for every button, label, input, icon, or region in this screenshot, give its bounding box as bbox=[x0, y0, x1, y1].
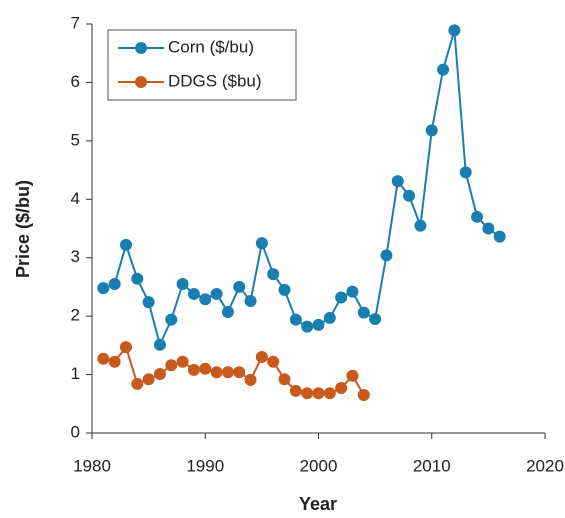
data-point bbox=[142, 296, 155, 309]
data-point bbox=[301, 320, 314, 333]
x-axis-title: Year bbox=[299, 494, 337, 514]
data-point bbox=[97, 282, 110, 295]
data-point bbox=[312, 318, 325, 331]
data-point bbox=[108, 355, 121, 368]
data-point bbox=[278, 373, 291, 386]
data-point bbox=[391, 175, 404, 188]
y-tick-label: 0 bbox=[71, 422, 80, 441]
legend-label: DDGS ($bu) bbox=[168, 71, 262, 90]
data-point bbox=[176, 278, 189, 291]
y-tick-label: 2 bbox=[71, 306, 80, 325]
data-point bbox=[437, 63, 450, 76]
y-axis-title: Price ($/bu) bbox=[13, 180, 33, 278]
data-point bbox=[187, 363, 200, 376]
data-point bbox=[380, 249, 393, 262]
data-point bbox=[119, 238, 132, 251]
data-point bbox=[244, 373, 257, 386]
data-point bbox=[335, 382, 348, 395]
data-point bbox=[187, 287, 200, 300]
data-point bbox=[255, 351, 268, 364]
data-point bbox=[323, 311, 336, 324]
data-point bbox=[131, 272, 144, 285]
data-point bbox=[233, 366, 246, 379]
data-point bbox=[267, 268, 280, 281]
data-point bbox=[267, 355, 280, 368]
data-point bbox=[289, 384, 302, 397]
y-tick-label: 1 bbox=[71, 364, 80, 383]
y-tick-label: 6 bbox=[71, 72, 80, 91]
x-tick-label: 2010 bbox=[413, 456, 451, 475]
data-point bbox=[357, 306, 370, 319]
data-point bbox=[323, 387, 336, 400]
data-point bbox=[244, 294, 257, 307]
data-point bbox=[119, 341, 132, 354]
x-tick-label: 2000 bbox=[300, 456, 338, 475]
data-point bbox=[357, 389, 370, 402]
data-point bbox=[210, 366, 223, 379]
data-point bbox=[165, 313, 178, 326]
data-point bbox=[301, 387, 314, 400]
data-point bbox=[482, 222, 495, 235]
data-point bbox=[346, 369, 359, 382]
data-point bbox=[312, 387, 325, 400]
y-tick-label: 5 bbox=[71, 130, 80, 149]
data-point bbox=[131, 377, 144, 390]
data-point bbox=[153, 367, 166, 380]
legend-marker bbox=[135, 76, 147, 88]
data-point bbox=[221, 366, 234, 379]
data-point bbox=[335, 291, 348, 304]
data-point bbox=[199, 362, 212, 375]
data-point bbox=[493, 230, 506, 243]
legend-label: Corn ($/bu) bbox=[168, 37, 254, 56]
data-point bbox=[459, 166, 472, 179]
data-point bbox=[255, 237, 268, 250]
data-point bbox=[425, 124, 438, 137]
y-tick-label: 3 bbox=[71, 247, 80, 266]
data-point bbox=[199, 293, 212, 306]
data-point bbox=[210, 287, 223, 300]
data-point bbox=[176, 355, 189, 368]
legend-marker bbox=[135, 42, 147, 54]
x-tick-label: 1990 bbox=[186, 456, 224, 475]
x-tick-label: 1980 bbox=[73, 456, 111, 475]
data-point bbox=[403, 189, 416, 202]
y-tick-label: 4 bbox=[71, 189, 80, 208]
data-point bbox=[369, 313, 382, 326]
data-point bbox=[165, 359, 178, 372]
y-tick-label: 7 bbox=[71, 13, 80, 32]
data-point bbox=[346, 285, 359, 298]
x-tick-label: 2020 bbox=[526, 456, 564, 475]
data-point bbox=[221, 306, 234, 319]
data-point bbox=[142, 373, 155, 386]
data-point bbox=[448, 24, 461, 37]
data-point bbox=[108, 278, 121, 291]
data-point bbox=[289, 313, 302, 326]
data-point bbox=[153, 338, 166, 351]
data-point bbox=[278, 283, 291, 296]
data-point bbox=[97, 352, 110, 365]
legend-box bbox=[107, 29, 297, 101]
data-point bbox=[233, 280, 246, 293]
data-point bbox=[471, 210, 484, 223]
data-point bbox=[414, 219, 427, 232]
